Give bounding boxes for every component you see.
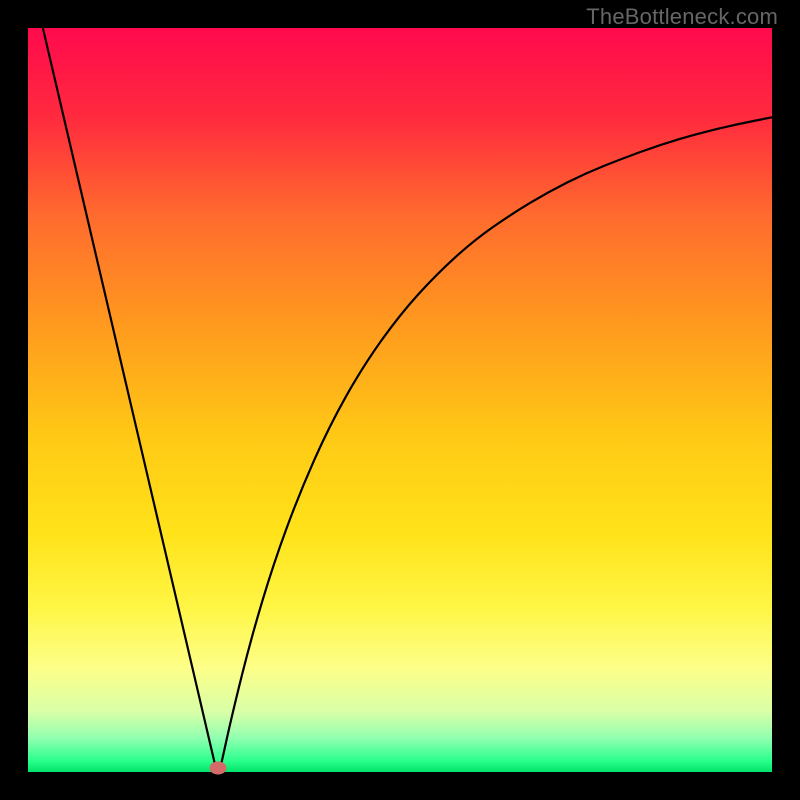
- bottleneck-curve: [28, 28, 772, 772]
- chart-plot-area: [28, 28, 772, 772]
- watermark-text: TheBottleneck.com: [586, 4, 778, 30]
- plot-frame: [28, 28, 772, 772]
- min-point-marker: [209, 762, 226, 775]
